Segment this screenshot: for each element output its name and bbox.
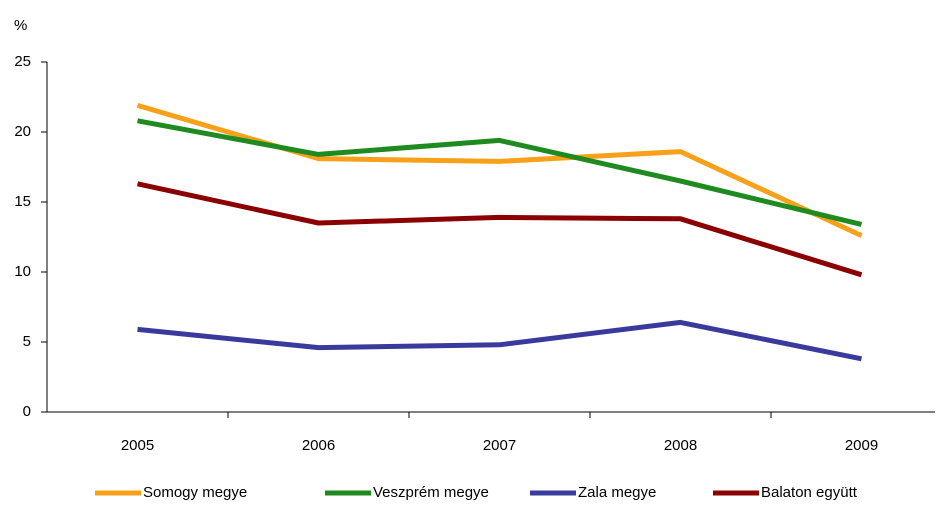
y-tick-label: 25 bbox=[14, 53, 31, 70]
x-tick-label: 2009 bbox=[845, 437, 878, 454]
x-tick-label: 2005 bbox=[121, 437, 154, 454]
legend-label: Veszprém megye bbox=[373, 484, 489, 501]
legend-label: Zala megye bbox=[578, 484, 656, 501]
y-tick-label: 10 bbox=[14, 263, 31, 280]
x-tick-label: 2008 bbox=[664, 437, 697, 454]
legend-label: Somogy megye bbox=[143, 484, 247, 501]
x-tick-label: 2007 bbox=[483, 437, 516, 454]
y-axis-label: % bbox=[14, 17, 27, 34]
legend-label: Balaton együtt bbox=[761, 484, 858, 501]
y-tick-label: 5 bbox=[23, 333, 31, 350]
series-line bbox=[136, 181, 863, 278]
y-tick-label: 15 bbox=[14, 193, 31, 210]
x-tick-label: 2006 bbox=[302, 437, 335, 454]
series-line bbox=[137, 118, 863, 227]
y-tick-label: 20 bbox=[14, 123, 31, 140]
series-line bbox=[137, 319, 862, 362]
y-tick-label: 0 bbox=[23, 403, 31, 420]
